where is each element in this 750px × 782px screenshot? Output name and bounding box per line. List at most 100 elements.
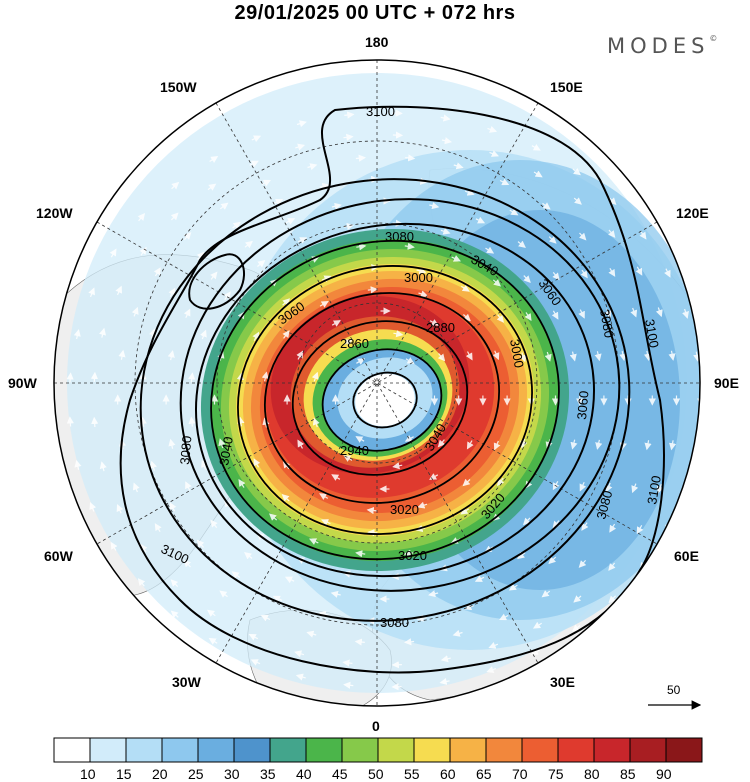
- map-title: 29/01/2025 00 UTC + 072 hrs: [234, 2, 516, 24]
- wind-arrow: [693, 439, 700, 450]
- wind-arrow: [451, 255, 461, 262]
- wind-arrow: [464, 603, 474, 611]
- wind-arrow: [437, 353, 446, 362]
- wind-arrow: [137, 212, 146, 222]
- wind-arrow: [429, 202, 440, 210]
- colorbar-tick-label: 55: [404, 766, 420, 782]
- wind-arrow: [253, 458, 261, 468]
- wind-arrow: [608, 197, 617, 206]
- wind-arrow: [693, 351, 700, 362]
- wind-arrow: [499, 178, 510, 186]
- wind-arrow: [441, 137, 452, 145]
- wind-arrow: [284, 576, 295, 584]
- lon-label-60e: 60E: [674, 548, 699, 564]
- colorbar-tick-label: 85: [620, 766, 636, 782]
- wind-arrow: [262, 417, 270, 428]
- wind-arrow: [89, 501, 97, 512]
- wind-arrow: [578, 559, 587, 568]
- wind-arrow: [139, 416, 147, 427]
- colorbar-swatch: [557, 737, 595, 763]
- wind-arrow: [578, 309, 585, 319]
- lon-label-0: 0: [372, 718, 380, 734]
- wind-arrow: [237, 416, 245, 427]
- lon-label-120e: 120E: [676, 205, 709, 221]
- wind-arrow: [523, 275, 531, 283]
- wind-arrow: [439, 677, 450, 685]
- colorbar-tick-label: 30: [224, 766, 240, 782]
- wind-arrow: [428, 590, 439, 598]
- wind-arrow: [285, 218, 296, 225]
- wind-arrow: [631, 483, 639, 494]
- colorbar-tick-label: 75: [548, 766, 564, 782]
- wind-arrow: [312, 417, 320, 428]
- wind-arrow: [609, 523, 617, 533]
- wind-arrow: [294, 650, 305, 658]
- colorbar-tick-label: 25: [188, 766, 204, 782]
- wind-arrow: [281, 493, 290, 502]
- wind-arrow: [343, 339, 354, 346]
- colorbar-tick-label: 70: [512, 766, 528, 782]
- wind-arrow: [208, 637, 218, 645]
- colorbar-tick-label: 20: [152, 766, 168, 782]
- wind-arrow: [149, 328, 157, 339]
- wind-arrow: [393, 330, 404, 338]
- wind-arrow: [460, 507, 470, 515]
- wind-arrow: [429, 473, 439, 480]
- wind-arrow: [405, 154, 416, 162]
- wind-arrow: [487, 125, 498, 133]
- wind-arrow: [154, 523, 162, 533]
- wind-arrow: [570, 439, 578, 450]
- wind-vectors: [66, 109, 700, 691]
- wind-arrow: [183, 559, 192, 568]
- wind-arrow: [417, 501, 428, 509]
- wind-arrow: [207, 183, 217, 191]
- wind-arrow: [116, 504, 124, 514]
- wind-arrow: [201, 459, 208, 470]
- wind-arrow: [488, 642, 499, 649]
- inner-contours: [210, 239, 560, 561]
- wind-arrow: [268, 513, 278, 521]
- contour-label: 3080: [597, 308, 617, 339]
- wind-arrow: [418, 290, 429, 298]
- wind-arrow: [524, 312, 532, 322]
- wind-arrow: [153, 267, 161, 277]
- wind-arrow: [131, 306, 139, 317]
- wind-arrow: [367, 286, 378, 294]
- wind-arrow: [552, 520, 560, 529]
- wind-arrow: [440, 227, 451, 235]
- wind-arrow: [210, 271, 218, 280]
- wind-arrow: [462, 478, 471, 487]
- contour-label: 3080: [177, 435, 194, 465]
- wind-arrow: [486, 666, 497, 673]
- wind-arrow: [452, 629, 463, 637]
- colorbar: [53, 737, 703, 763]
- contour-label: 3060: [574, 390, 591, 420]
- wind-arrow: [619, 350, 627, 362]
- map-disc: [54, 60, 700, 706]
- wind-arrow: [188, 416, 196, 427]
- wind-arrow: [306, 630, 317, 638]
- wind-arrow: [608, 595, 617, 604]
- wind-arrow: [139, 246, 147, 256]
- wind-arrow: [532, 621, 543, 629]
- wind-arrow: [170, 579, 179, 588]
- wind-arrow: [331, 320, 341, 327]
- wind-arrow: [209, 156, 219, 163]
- wind-arrow: [571, 624, 581, 632]
- wind-arrow: [475, 216, 486, 224]
- wind-arrow: [295, 143, 306, 151]
- wind-arrow: [541, 590, 551, 598]
- colorbar-swatch: [377, 737, 415, 763]
- vector-scale-label: 50: [667, 683, 681, 697]
- wind-arrow: [66, 416, 74, 427]
- wind-arrow: [551, 310, 559, 320]
- wind-arrow: [110, 541, 118, 551]
- wind-arrow: [655, 307, 663, 318]
- wind-arrow: [232, 221, 241, 230]
- wind-arrow: [460, 284, 470, 292]
- wind-arrow: [88, 287, 95, 298]
- wind-arrow: [356, 243, 367, 251]
- wind-arrow: [171, 181, 180, 190]
- wind-arrow: [330, 590, 341, 598]
- colorbar-swatch: [629, 737, 667, 763]
